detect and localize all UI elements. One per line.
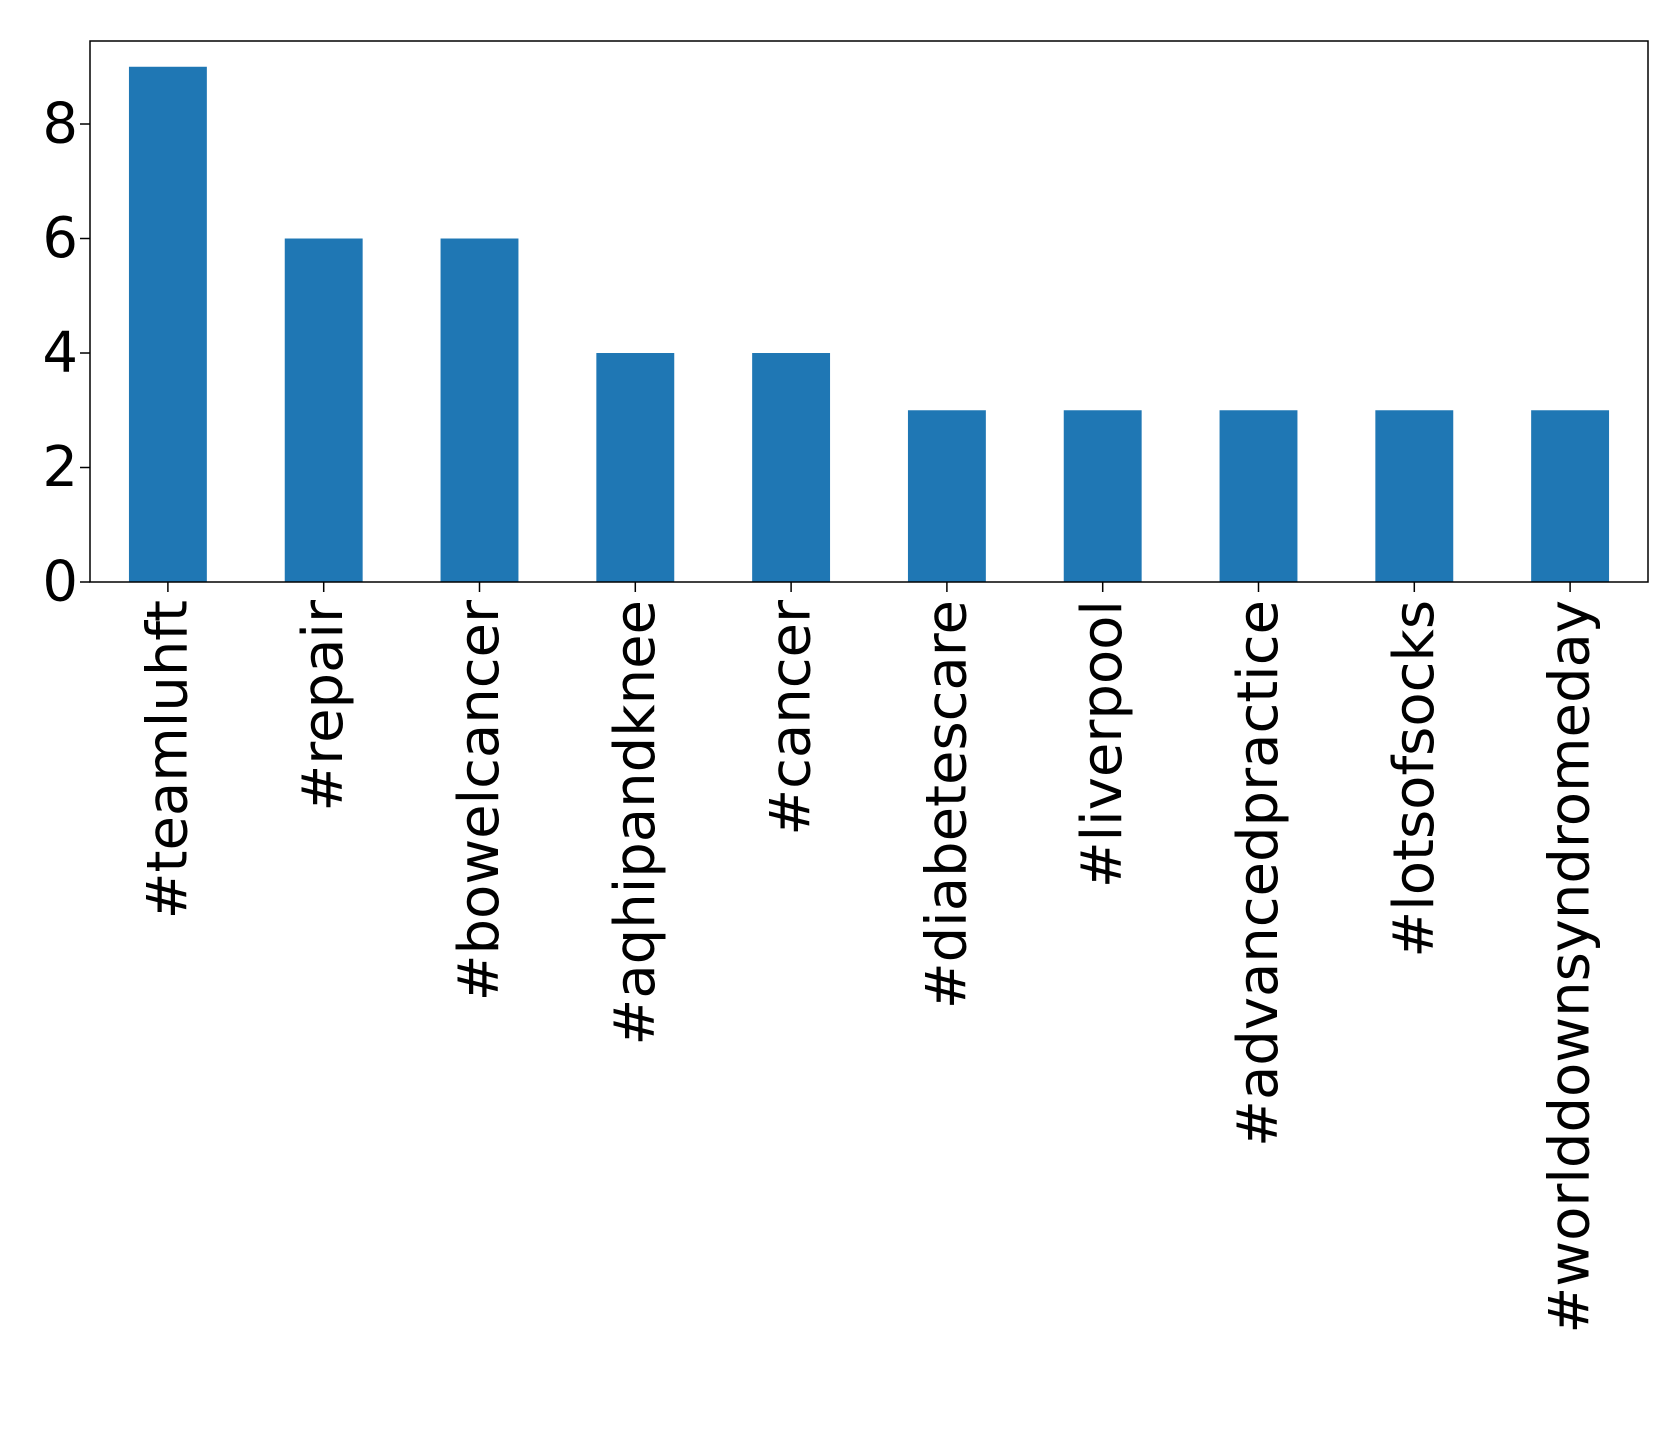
bar-bowelcancer bbox=[440, 238, 519, 582]
bars-group bbox=[128, 66, 1610, 582]
bar-diabetescare bbox=[907, 410, 986, 582]
bar-worlddownsyndromeday bbox=[1531, 410, 1610, 582]
bar-aqhipandknee bbox=[596, 353, 675, 582]
y-tick-label: 2 bbox=[42, 435, 78, 500]
x-tick-label: #liverpool bbox=[1070, 600, 1135, 888]
y-tick-label: 0 bbox=[42, 550, 78, 615]
x-axis: #teamluhft #repair #bowelcancer #aqhipandkn… bbox=[135, 582, 1603, 1334]
bar-lotsofsocks bbox=[1375, 410, 1454, 582]
y-tick-label: 4 bbox=[42, 321, 78, 386]
x-tick-label: #aqhipandknee bbox=[603, 600, 668, 1046]
bar-teamluhft bbox=[128, 66, 207, 582]
y-tick-label: 8 bbox=[42, 92, 78, 157]
bar-liverpool bbox=[1063, 410, 1142, 582]
x-tick-label: #cancer bbox=[759, 599, 824, 836]
bar-repair bbox=[284, 238, 363, 582]
y-axis: 0 2 4 6 8 bbox=[42, 92, 90, 615]
y-tick-label: 6 bbox=[42, 206, 78, 271]
x-tick-label: #diabetescare bbox=[914, 600, 979, 1009]
x-tick-label: #worlddownsyndromeday bbox=[1538, 600, 1603, 1334]
x-tick-label: #lotsofsocks bbox=[1382, 600, 1447, 958]
bar-advancedpractice bbox=[1219, 410, 1298, 582]
bar-cancer bbox=[752, 353, 831, 582]
x-tick-label: #bowelcancer bbox=[447, 599, 512, 1001]
x-tick-label: #advancedpractice bbox=[1226, 600, 1291, 1147]
x-tick-label: #repair bbox=[291, 599, 356, 812]
plot-frame bbox=[89, 40, 1649, 583]
x-tick-label: #teamluhft bbox=[135, 600, 200, 919]
